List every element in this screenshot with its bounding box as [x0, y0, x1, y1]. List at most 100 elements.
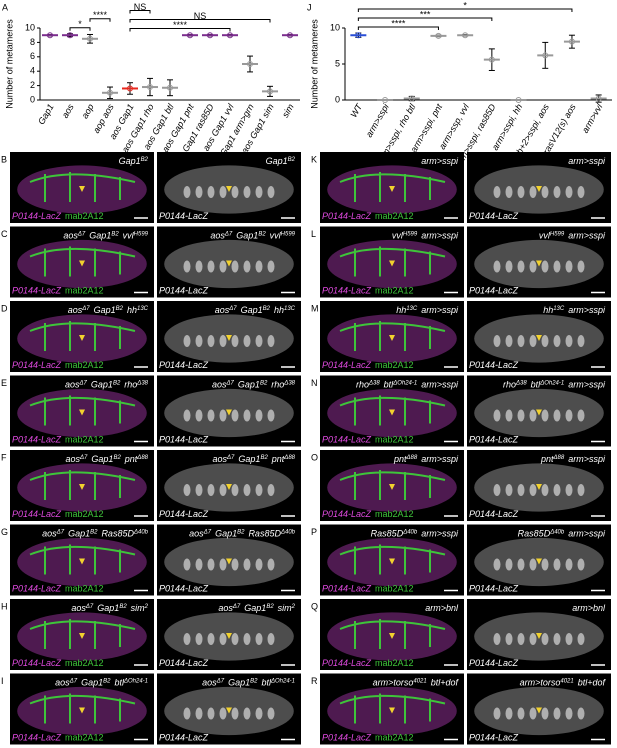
reporter-label: P0144-LacZ	[12, 435, 62, 445]
segment	[529, 186, 537, 198]
segment	[195, 707, 203, 720]
genotype-allele: 2	[291, 604, 296, 610]
segment	[577, 484, 585, 496]
genotype-gene: Gap1	[236, 231, 258, 241]
mean-dot	[207, 32, 213, 39]
genotype-gene: aos	[212, 380, 227, 390]
panel-letter: H	[1, 601, 8, 611]
segment	[577, 186, 585, 198]
mean-dot	[568, 38, 575, 45]
mean-dot	[167, 84, 173, 91]
genotype-label: vvlH599 arm>sspi	[392, 231, 459, 241]
segment	[267, 633, 275, 645]
antibody-label: mab2A12	[65, 509, 104, 519]
reporter-label: P0144-LacZ	[159, 435, 209, 445]
genotype-gene: rho	[356, 380, 369, 390]
genotype-gene: vvl	[392, 231, 404, 241]
reporter-label: P0144-LacZ	[322, 733, 372, 743]
genotype-allele: Δ88	[136, 455, 148, 461]
genotype-label: aosΔ7 Gap1B2 rhoΔ38	[212, 380, 296, 390]
genotype-gene: sim	[131, 603, 145, 613]
panel-letter: O	[311, 452, 318, 462]
segment	[183, 186, 191, 198]
genotype-allele: Δ40b	[280, 529, 296, 535]
genotype-allele: Δ7	[228, 306, 237, 312]
antibody-label: mab2A12	[375, 509, 414, 519]
segment	[493, 409, 501, 422]
segment	[493, 335, 501, 347]
stain-label: P0144-LacZ	[469, 211, 519, 221]
genotype-gene: arm>sspi	[568, 454, 606, 464]
genotype-gene: pnt	[124, 454, 138, 464]
significance-bracket	[357, 17, 493, 22]
genotype-allele: ΔOh24-1	[123, 678, 148, 684]
segment	[207, 335, 215, 347]
mean-dot	[595, 95, 602, 102]
stain-label: P0144-LacZ mab2A12	[322, 435, 414, 445]
stain-label: P0144-LacZ	[469, 435, 519, 445]
genotype-gene: Gap1	[228, 678, 250, 688]
segment	[195, 186, 203, 198]
antibody-label: mab2A12	[65, 211, 104, 221]
genotype-allele: B2	[288, 157, 296, 163]
segment	[243, 707, 251, 720]
stain-label: P0144-LacZ mab2A12	[12, 584, 104, 594]
genotype-gene: Ras85D	[518, 529, 551, 539]
mean-dot	[227, 32, 233, 39]
stain-label: P0144-LacZ mab2A12	[12, 211, 104, 221]
segment	[243, 558, 251, 571]
segment	[493, 633, 501, 645]
mean-dot	[515, 97, 522, 103]
genotype-allele: Δ88	[553, 455, 565, 461]
genotype-allele: Δ88	[406, 455, 418, 461]
genotype-label: aosΔ7 Gap1B2 hh13C	[215, 305, 296, 315]
reporter-label: P0144-LacZ	[322, 509, 372, 519]
genotype-label: aosΔ7 Gap1B2 sim2	[71, 603, 148, 613]
stain-label: P0144-LacZ mab2A12	[322, 360, 414, 370]
segment	[219, 633, 227, 645]
mean-dot	[107, 89, 113, 96]
arrowhead	[536, 409, 542, 416]
segment	[183, 558, 191, 571]
arrowhead	[536, 633, 542, 639]
genotype-gene: aos	[71, 603, 86, 613]
genotype-allele: Δ7	[232, 604, 241, 610]
genotype-label: Ras85DΔ40b arm>sspi	[518, 529, 606, 539]
segment	[231, 707, 239, 720]
segment	[517, 558, 525, 571]
segment	[577, 409, 585, 422]
reporter-label: P0144-LacZ	[12, 211, 62, 221]
panel-letter: G	[1, 527, 8, 537]
genotype-allele: B2	[119, 604, 127, 610]
arrowhead	[536, 186, 542, 192]
stain-label: P0144-LacZ	[159, 360, 209, 370]
genotype-allele: ΔOh24-1	[270, 678, 295, 684]
segment	[219, 558, 227, 571]
segment	[219, 260, 227, 273]
antibody-label: mab2A12	[375, 658, 414, 668]
panel-letter: F	[1, 452, 7, 462]
genotype-allele: H599	[403, 231, 418, 237]
significance-bracket	[129, 18, 271, 23]
genotype-gene: btl+dof	[578, 678, 607, 688]
panel-letter: M	[311, 303, 319, 313]
panel-letter: R	[311, 676, 318, 686]
segment	[267, 260, 275, 273]
genotype-label: hh13C arm>sspi	[396, 305, 459, 315]
segment	[183, 409, 191, 422]
genotype-gene: arm>sspi	[568, 529, 606, 539]
segment	[255, 335, 263, 347]
stain-label: P0144-LacZ mab2A12	[322, 733, 414, 743]
genotype-allele: Δ40b	[549, 529, 565, 535]
genotype-allele: Δ7	[77, 231, 86, 237]
arrowhead	[226, 707, 232, 714]
stain-label: P0144-LacZ	[159, 211, 209, 221]
arrowhead	[389, 335, 395, 341]
trachea	[29, 470, 136, 500]
segment	[505, 633, 513, 645]
segment	[553, 186, 561, 198]
reporter-label: P0144-LacZ	[159, 658, 209, 668]
genotype-label: pntΔ88 arm>sspi	[393, 454, 459, 464]
segment	[231, 558, 239, 571]
stain-label: P0144-LacZ mab2A12	[322, 286, 414, 296]
